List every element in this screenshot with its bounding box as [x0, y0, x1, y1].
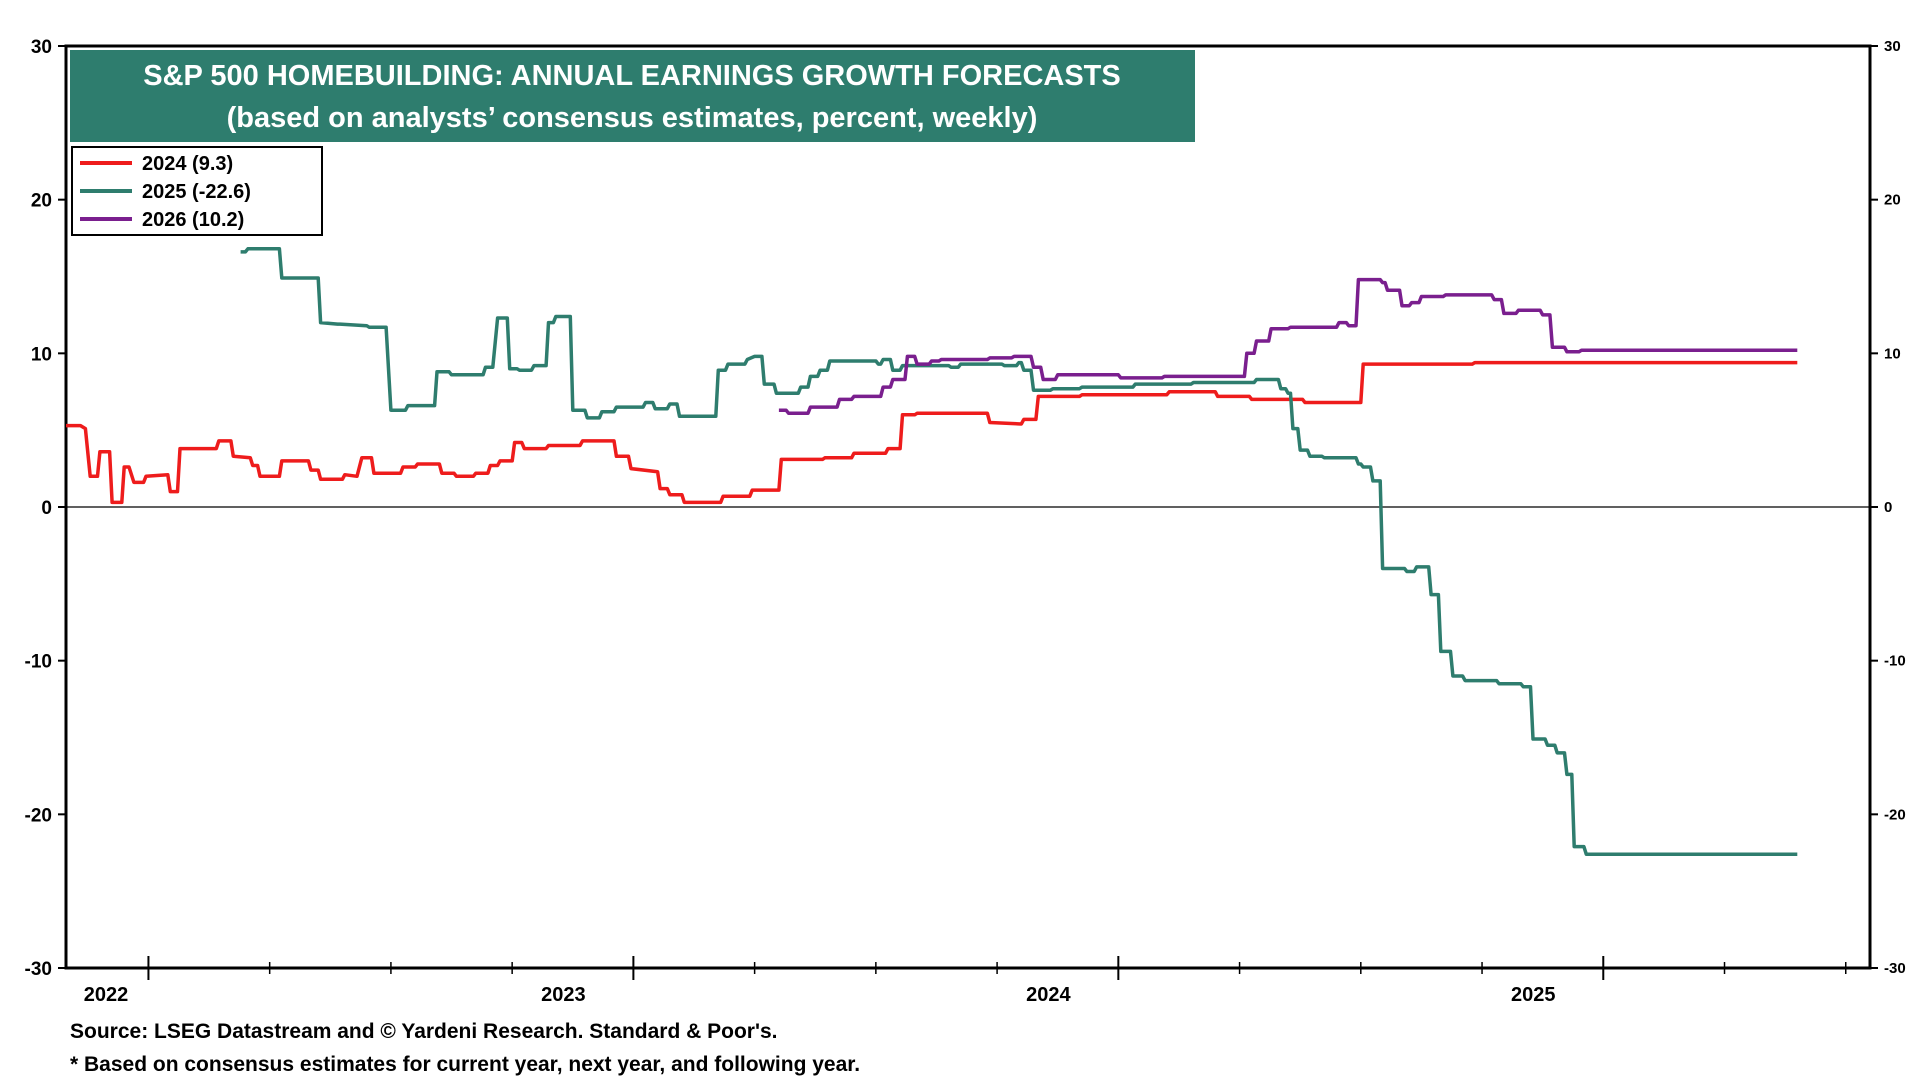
- x-year-label: 2025: [1511, 984, 1556, 1006]
- y-tick-label-left: 20: [31, 191, 52, 212]
- y-tick-label-left: 0: [41, 498, 52, 519]
- chart-subtitle: (based on analysts’ consensus estimates,…: [227, 102, 1038, 134]
- y-tick-label-right: 20: [1884, 192, 1901, 209]
- y-axis-left: 30 20 10 0 -10 -20 -30: [25, 37, 66, 980]
- series-line-3: [778, 277, 1798, 416]
- y-tick-label-left: -10: [25, 652, 52, 673]
- y-tick-label-right: 0: [1884, 499, 1892, 516]
- x-year-label: 2024: [1026, 984, 1071, 1006]
- y-tick-label-left: -20: [25, 805, 52, 826]
- legend: 2024 (9.3) 2025 (-22.6) 2026 (10.2): [71, 146, 323, 236]
- x-year-label: 2023: [541, 984, 586, 1006]
- y-tick-label-right: -30: [1884, 960, 1906, 977]
- y-axis-right: 30 20 10 0 -10 -20 -30: [1870, 38, 1906, 977]
- y-tick-label-left: 10: [31, 344, 52, 365]
- legend-label: 2025 (-22.6): [142, 181, 251, 203]
- chart-title: S&P 500 HOMEBUILDING: ANNUAL EARNINGS GR…: [143, 60, 1120, 92]
- series-layer: [66, 247, 1798, 857]
- title-box: [70, 50, 1195, 142]
- footnote: * Based on consensus estimates for curre…: [70, 1053, 861, 1076]
- series-line-1: [66, 360, 1798, 505]
- y-tick-label-right: -20: [1884, 806, 1906, 823]
- y-tick-label-left: -30: [25, 959, 52, 980]
- y-tick-label-right: 10: [1884, 345, 1901, 362]
- legend-label: 2024 (9.3): [142, 153, 233, 175]
- x-year-label: 2022: [84, 984, 129, 1006]
- x-axis: 2022 2023 2024 2025: [84, 956, 1847, 1006]
- y-tick-label-right: -10: [1884, 653, 1906, 670]
- series-line-2: [240, 247, 1798, 857]
- y-tick-label-right: 30: [1884, 38, 1901, 55]
- source-note: Source: LSEG Datastream and © Yardeni Re…: [70, 1020, 778, 1043]
- y-tick-label-left: 30: [31, 37, 52, 58]
- legend-label: 2026 (10.2): [142, 209, 244, 231]
